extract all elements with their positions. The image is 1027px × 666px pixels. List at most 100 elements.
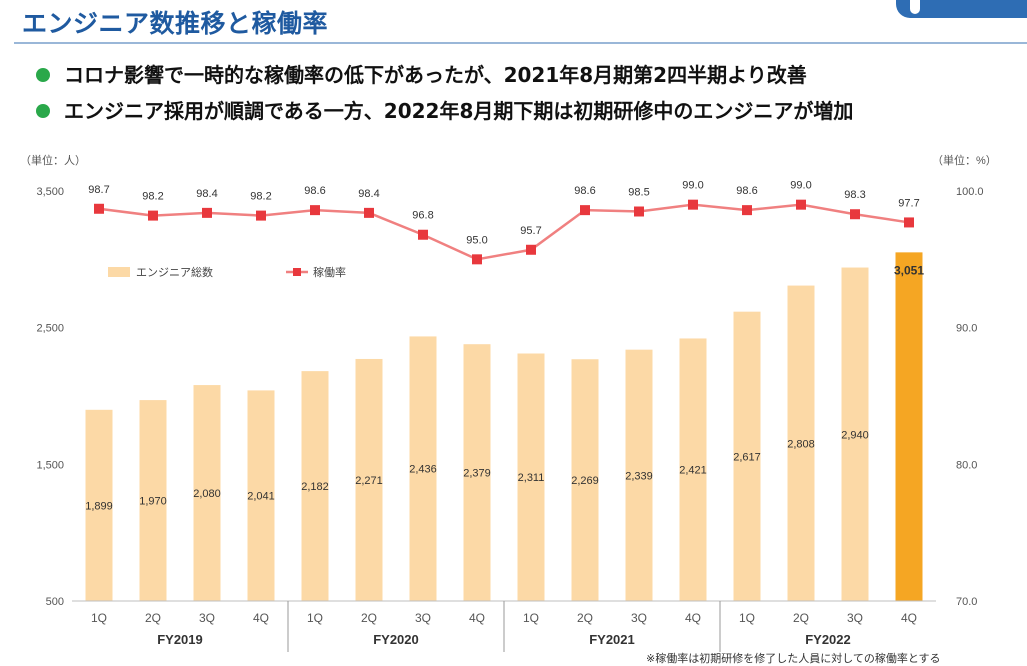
line-value-label: 98.2 bbox=[142, 191, 163, 203]
bar bbox=[571, 359, 599, 601]
title-divider bbox=[14, 42, 1027, 44]
bar bbox=[895, 252, 923, 601]
bar bbox=[301, 371, 329, 601]
line-value-label: 98.4 bbox=[358, 188, 379, 200]
utilization-line bbox=[98, 203, 910, 261]
bar bbox=[193, 385, 221, 601]
x-tick-label: 1Q bbox=[91, 611, 107, 625]
bar bbox=[247, 390, 275, 601]
bar-value-label: 2,269 bbox=[571, 475, 599, 487]
bar-value-label: 1,899 bbox=[85, 500, 113, 512]
line-point bbox=[580, 205, 590, 216]
bar-value-label: 2,182 bbox=[301, 481, 329, 493]
bar-value-label: 2,436 bbox=[409, 464, 437, 476]
bar-value-label: 1,970 bbox=[139, 496, 167, 508]
x-tick-label: 4Q bbox=[685, 611, 701, 625]
line-value-label: 99.0 bbox=[682, 180, 703, 192]
bar-value-label: 2,080 bbox=[193, 488, 221, 500]
line-value-label: 98.6 bbox=[736, 185, 757, 197]
y-left-tick-label: 3,500 bbox=[36, 186, 64, 198]
line-point bbox=[364, 207, 374, 218]
legend: エンジニア総数 稼働率 bbox=[108, 265, 346, 279]
line-point bbox=[94, 203, 104, 214]
line-value-label: 98.5 bbox=[628, 187, 649, 199]
x-tick-label: 4Q bbox=[253, 611, 269, 625]
legend-line-label: 稼働率 bbox=[313, 265, 346, 279]
line-value-label: 95.0 bbox=[466, 234, 487, 246]
line-point bbox=[742, 205, 752, 216]
line-point bbox=[634, 206, 644, 217]
y-left-tick-label: 500 bbox=[46, 596, 64, 608]
brand-logo bbox=[896, 0, 1027, 18]
fiscal-year-label: FY2020 bbox=[373, 632, 419, 647]
x-tick-label: 3Q bbox=[631, 611, 647, 625]
bar bbox=[355, 358, 383, 601]
x-tick-label: 4Q bbox=[469, 611, 485, 625]
line-value-label: 97.7 bbox=[898, 197, 919, 209]
brand-mark-icon bbox=[910, 0, 920, 14]
legend-bar-swatch bbox=[108, 267, 130, 277]
line-point bbox=[850, 209, 860, 220]
bar-value-label: 2,617 bbox=[733, 451, 761, 463]
bar-value-label: 2,271 bbox=[355, 475, 383, 487]
line-value-label: 98.6 bbox=[304, 185, 325, 197]
bar bbox=[517, 353, 545, 601]
legend-bar-label: エンジニア総数 bbox=[136, 265, 213, 279]
fiscal-year-label: FY2021 bbox=[589, 632, 635, 647]
line-point bbox=[418, 229, 428, 240]
line-point bbox=[472, 254, 482, 265]
line-value-label: 98.2 bbox=[250, 191, 271, 203]
line-point bbox=[256, 210, 266, 221]
x-tick-label: 1Q bbox=[523, 611, 539, 625]
bar-value-label: 2,940 bbox=[841, 429, 869, 441]
bar bbox=[463, 344, 491, 601]
legend-line-marker bbox=[293, 268, 301, 276]
x-tick-label: 2Q bbox=[361, 611, 377, 625]
line-point bbox=[202, 207, 212, 218]
bullet-text: エンジニア採用が順調である一方、2022年8月期下期は初期研修中のエンジニアが増… bbox=[64, 99, 854, 123]
bullet-list: コロナ影響で一時的な稼働率の低下があったが、2021年8月期第2四半期より改善 … bbox=[36, 60, 853, 132]
bar bbox=[841, 267, 869, 601]
bar-value-label: 2,311 bbox=[518, 472, 545, 484]
line-point bbox=[904, 217, 914, 228]
y-right-tick-label: 70.0 bbox=[956, 596, 977, 608]
x-tick-label: 3Q bbox=[199, 611, 215, 625]
bar-value-label: 2,379 bbox=[463, 468, 491, 480]
line-layer: 98.7 98.2 98.4 98.2 98.6 98.4 96.8 95.0 95.7 98.6… bbox=[88, 180, 920, 265]
line-value-label: 99.0 bbox=[790, 180, 811, 192]
line-value-label: 95.7 bbox=[520, 225, 541, 237]
green-dot-icon bbox=[36, 68, 50, 82]
line-value-label: 98.7 bbox=[88, 184, 109, 196]
x-tick-label: 2Q bbox=[577, 611, 593, 625]
page-title: エンジニア数推移と稼働率 bbox=[22, 9, 329, 38]
line-point bbox=[526, 244, 536, 255]
axes-layer: 500 1,500 2,500 3,500 70.0 80.0 90.0 100.0 （単位：人… bbox=[20, 153, 997, 652]
x-tick-label: 1Q bbox=[307, 611, 323, 625]
bar-value-label: 2,339 bbox=[625, 470, 653, 482]
bar bbox=[139, 400, 167, 601]
y-right-unit-label: （単位：%） bbox=[932, 153, 997, 167]
bar-value-label: 2,041 bbox=[247, 491, 275, 503]
line-value-label: 98.3 bbox=[844, 189, 865, 201]
bar bbox=[787, 285, 815, 601]
bullet-text: コロナ影響で一時的な稼働率の低下があったが、2021年8月期第2四半期より改善 bbox=[64, 63, 807, 87]
bar-value-label: 2,808 bbox=[787, 438, 815, 450]
bar bbox=[409, 336, 437, 601]
y-right-tick-label: 80.0 bbox=[956, 459, 977, 471]
bar-value-label: 2,421 bbox=[679, 465, 707, 477]
line-point bbox=[310, 205, 320, 216]
x-tick-label: 2Q bbox=[793, 611, 809, 625]
footnote: ※稼働率は初期研修を修了した人員に対しての稼働率とする bbox=[646, 652, 941, 665]
bar bbox=[85, 409, 113, 601]
y-right-tick-label: 90.0 bbox=[956, 323, 977, 335]
fiscal-year-label: FY2019 bbox=[157, 632, 203, 647]
line-point bbox=[148, 210, 158, 221]
bars-layer: 1,899 1,970 2,080 2,041 2,182 2,271 2,436 2,379… bbox=[85, 252, 924, 601]
line-point bbox=[688, 199, 698, 210]
green-dot-icon bbox=[36, 104, 50, 118]
bullet-item: エンジニア採用が順調である一方、2022年8月期下期は初期研修中のエンジニアが増… bbox=[36, 96, 853, 132]
y-right-tick-label: 100.0 bbox=[956, 186, 984, 198]
line-value-label: 98.6 bbox=[574, 185, 595, 197]
y-left-tick-label: 2,500 bbox=[36, 323, 64, 335]
